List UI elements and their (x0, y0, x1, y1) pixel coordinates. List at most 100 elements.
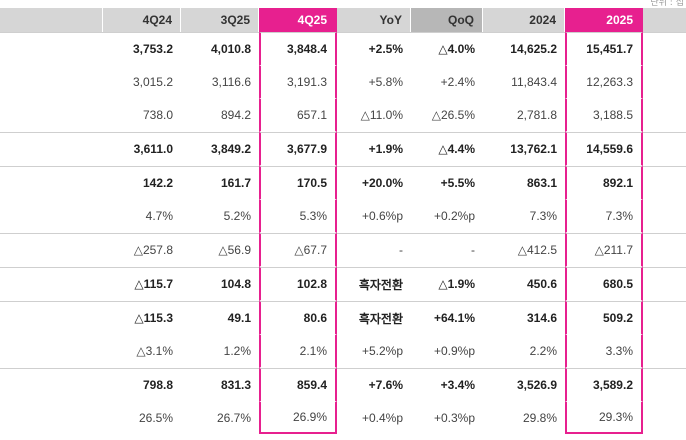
cell-annual-yoy: +5. (643, 32, 686, 66)
table-row: 798.8831.3859.4+7.6%+3.4%3,526.93,589.2+… (0, 368, 686, 402)
header-4q25: 4Q25 (259, 8, 337, 32)
cell-4q25: 859.4 (259, 368, 337, 402)
cell-2025: 29.3% (565, 402, 643, 434)
cell-2025: 3.3% (565, 335, 643, 368)
cell-4q25: 170.5 (259, 166, 337, 200)
cell-yoy: +0.6%p (361, 209, 403, 223)
cell-qoq: +0.3%p (433, 410, 475, 425)
cell-3q25: 831.3 (181, 368, 259, 402)
table-row: △257.8 △56.9 △67.7- - △412.5 △211.7 (0, 233, 686, 267)
cell-label (0, 66, 103, 99)
cell-yoy: +20.0% (337, 166, 411, 200)
header-qoq: QoQ (411, 8, 483, 32)
table-row: 4.7%5.2%5.3%+0.6%p+0.2%p7.3%7.3%△0.0 (0, 200, 686, 233)
cell-yoy: △11.0% (360, 108, 403, 122)
table-row: 738.0 894.2 657.1 △11.0% △26.5% 2,781.8 3,188.… (0, 99, 686, 132)
header-annual-yoy: Y (643, 8, 686, 32)
header-4q24: 4Q24 (103, 8, 181, 32)
cell-qoq: +64.1% (411, 301, 483, 335)
cell-annual-yoy: +3. (643, 166, 686, 200)
cell-label (0, 335, 103, 368)
header-2024: 2024 (483, 8, 565, 32)
cell-label (0, 99, 103, 132)
cell-2024: 863.1 (483, 166, 565, 200)
financial-table: 4Q24 3Q25 4Q25 YoY QoQ 2024 2025 Y 3,753… (0, 8, 686, 434)
cell-label (0, 301, 103, 335)
cell-2024: 450.6 (483, 267, 565, 301)
cell-2025: 680.5 (565, 267, 643, 301)
cell-3q25: △56.9 (181, 233, 259, 267)
cell-3q25: 161.7 (181, 166, 259, 200)
cell-4q25: 80.6 (259, 301, 337, 335)
cell-label (0, 267, 103, 301)
cell-annual-yoy: +3. (643, 66, 686, 99)
cell-3q25: 4,010.8 (181, 32, 259, 66)
cell-4q25: 26.9% (259, 402, 337, 434)
cell-yoy: +2.5% (337, 32, 411, 66)
cell-4q24: 3,753.2 (103, 32, 181, 66)
cell-4q24: 738.0 (142, 108, 173, 122)
cell-4q25: 3,677.9 (259, 132, 337, 166)
cell-2024: 7.3% (529, 209, 557, 223)
cell-4q25: 5.3% (259, 200, 337, 233)
cell-4q24: 798.8 (103, 368, 181, 402)
cell-yoy: +5.2%p (361, 344, 403, 358)
cell-4q24: 26.5% (138, 410, 173, 425)
cell-4q24: △257.8 (103, 233, 181, 267)
cell-2025: 3,589.2 (565, 368, 643, 402)
cell-qoq: △26.5% (431, 108, 475, 122)
cell-label (0, 166, 103, 200)
cell-qoq: △1.9% (411, 267, 483, 301)
cell-3q25: 894.2 (220, 108, 251, 122)
cell-yoy: +1.9% (337, 132, 411, 166)
cell-qoq: +2.4% (440, 75, 475, 89)
cell-yoy: - (337, 233, 411, 267)
cell-2025: 12,263.3 (565, 66, 643, 99)
cell-4q24: △115.7 (103, 267, 181, 301)
cell-2025: 7.3% (565, 200, 643, 233)
cell-2024: 2,781.8 (516, 108, 557, 122)
cell-annual-yoy: +5. (643, 132, 686, 166)
cell-label (0, 32, 103, 66)
header-3q25: 3Q25 (181, 8, 259, 32)
table-row: 3,015.2 3,116.6 3,191.3 +5.8% +2.4% 11,843.4 1… (0, 66, 686, 99)
cell-2024: 3,526.9 (483, 368, 565, 402)
header-row: 4Q24 3Q25 4Q25 YoY QoQ 2024 2025 Y (0, 8, 686, 32)
table-row: 3,611.0 3,849.2 3,677.9 +1.9% △4.4% 13,762.1 1… (0, 132, 686, 166)
cell-2024: 11,843.4 (511, 75, 557, 89)
table-row: △3.1% 1.2% 2.1% +5.2%p +0.9%p 2.2% 3.3%+1.1 (0, 335, 686, 368)
cell-qoq: +0.9%p (433, 344, 475, 358)
cell-3q25: 3,849.2 (181, 132, 259, 166)
cell-qoq: - (411, 233, 483, 267)
cell-annual-yoy: △0.0 (643, 200, 686, 233)
cell-annual-yoy: +51. (643, 267, 686, 301)
cell-4q24: 142.2 (103, 166, 181, 200)
cell-2024: 14,625.2 (483, 32, 565, 66)
cell-qoq: +3.4% (411, 368, 483, 402)
cell-2024: △412.5 (483, 233, 565, 267)
cell-qoq: +5.5% (411, 166, 483, 200)
cell-4q24: 3,611.0 (103, 132, 181, 166)
header-label (0, 8, 103, 32)
cell-yoy: 흑자전환 (337, 267, 411, 301)
cell-2025: 3,188.5 (565, 99, 643, 132)
header-yoy: YoY (337, 8, 411, 32)
cell-annual-yoy: +61. (643, 301, 686, 335)
cell-3q25: 26.7% (216, 410, 251, 425)
cell-4q25: 3,191.3 (259, 66, 337, 99)
cell-3q25: 49.1 (181, 301, 259, 335)
cell-label (0, 368, 103, 402)
table-row: 26.5% 26.7% 26.9% +0.4%p +0.3%p 29.8% 29.3%△0.… (0, 402, 686, 434)
cell-yoy: +7.6% (337, 368, 411, 402)
cell-yoy: +5.8% (368, 75, 403, 89)
cell-3q25: 104.8 (181, 267, 259, 301)
cell-yoy: +0.4%p (361, 410, 403, 425)
cell-4q24: △3.1% (136, 344, 173, 358)
cell-2024: 29.8% (522, 410, 557, 425)
table-row: 3,753.2 4,010.8 3,848.4 +2.5% △4.0% 14,625.2 1… (0, 32, 686, 66)
cell-annual-yoy (643, 233, 686, 267)
cell-2025: 892.1 (565, 166, 643, 200)
